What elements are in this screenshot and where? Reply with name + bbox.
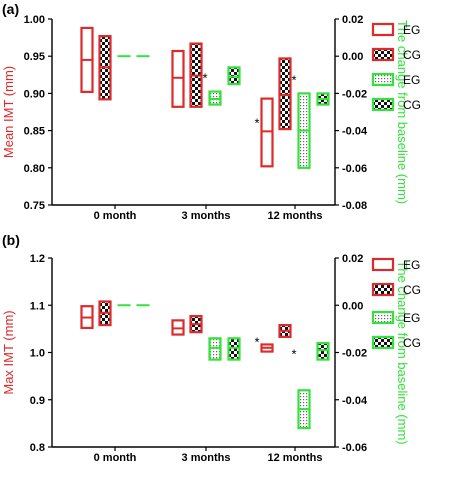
right-axis-label: The change from baseline (mm) xyxy=(395,20,410,204)
legend-swatch xyxy=(371,257,395,272)
legend-label: EG xyxy=(403,23,420,37)
legend-swatch xyxy=(371,47,395,62)
panel-label: (a) xyxy=(2,1,19,17)
significance-star: * xyxy=(202,71,207,86)
left-tick-label: 0.85 xyxy=(24,126,45,138)
left-tick-label: 0.80 xyxy=(24,163,45,175)
left-tick-label: 0.9 xyxy=(30,395,45,407)
right-tick-label: -0.02 xyxy=(342,88,367,100)
left-tick-label: 1.00 xyxy=(24,14,45,26)
right-tick-label: -0.02 xyxy=(342,348,367,360)
x-category-label: 12 months xyxy=(267,452,322,464)
right-tick-label: -0.06 xyxy=(342,442,367,454)
range-bar xyxy=(316,341,330,361)
legend-label: EG xyxy=(403,311,420,325)
legend-swatch xyxy=(371,282,395,297)
range-bar xyxy=(260,97,274,168)
right-tick-label: -0.08 xyxy=(342,200,367,212)
left-tick-label: 0.8 xyxy=(30,442,45,454)
range-bar xyxy=(208,337,222,361)
legend-swatch xyxy=(371,335,395,350)
legend-swatch xyxy=(371,310,395,325)
legend-swatch xyxy=(371,97,395,112)
x-category-label: 3 months xyxy=(182,452,231,464)
legend-swatch xyxy=(371,22,395,37)
significance-star: * xyxy=(254,335,259,350)
legend-label: EG xyxy=(403,258,420,272)
legend-label: CG xyxy=(403,98,421,112)
legend-label: CG xyxy=(403,336,421,350)
left-tick-label: 1.2 xyxy=(30,253,45,265)
right-tick-label: -0.06 xyxy=(342,163,367,175)
legend-label: CG xyxy=(403,48,421,62)
left-tick-label: 1.0 xyxy=(30,348,45,360)
left-axis-label: Max IMT (mm) xyxy=(1,310,16,394)
right-tick-label: 0.02 xyxy=(342,14,363,26)
left-tick-label: 0.90 xyxy=(24,88,45,100)
x-category-label: 0 month xyxy=(94,452,137,464)
legend-swatch xyxy=(371,72,395,87)
significance-star: * xyxy=(254,116,259,131)
left-tick-label: 0.95 xyxy=(24,51,45,63)
right-axis-label: The change from baseline (mm) xyxy=(395,260,410,444)
right-tick-label: 0.00 xyxy=(342,300,363,312)
legend-label: EG xyxy=(403,73,420,87)
legend-label: CG xyxy=(403,283,421,297)
range-bar xyxy=(171,49,185,108)
left-tick-label: 0.75 xyxy=(24,200,45,212)
panel-label: (b) xyxy=(2,232,20,248)
x-category-label: 12 months xyxy=(267,210,322,222)
left-tick-label: 1.1 xyxy=(30,300,45,312)
significance-star: * xyxy=(291,347,296,362)
range-bar xyxy=(278,57,292,131)
right-tick-label: 0.00 xyxy=(342,51,363,63)
significance-star: * xyxy=(291,73,296,88)
right-tick-label: 0.02 xyxy=(342,253,363,265)
x-category-label: 0 month xyxy=(94,210,137,222)
right-tick-label: -0.04 xyxy=(342,126,368,138)
x-category-label: 3 months xyxy=(182,210,231,222)
right-tick-label: -0.04 xyxy=(342,395,368,407)
left-axis-label: Mean IMT (mm) xyxy=(1,66,16,158)
range-bar xyxy=(227,337,241,361)
